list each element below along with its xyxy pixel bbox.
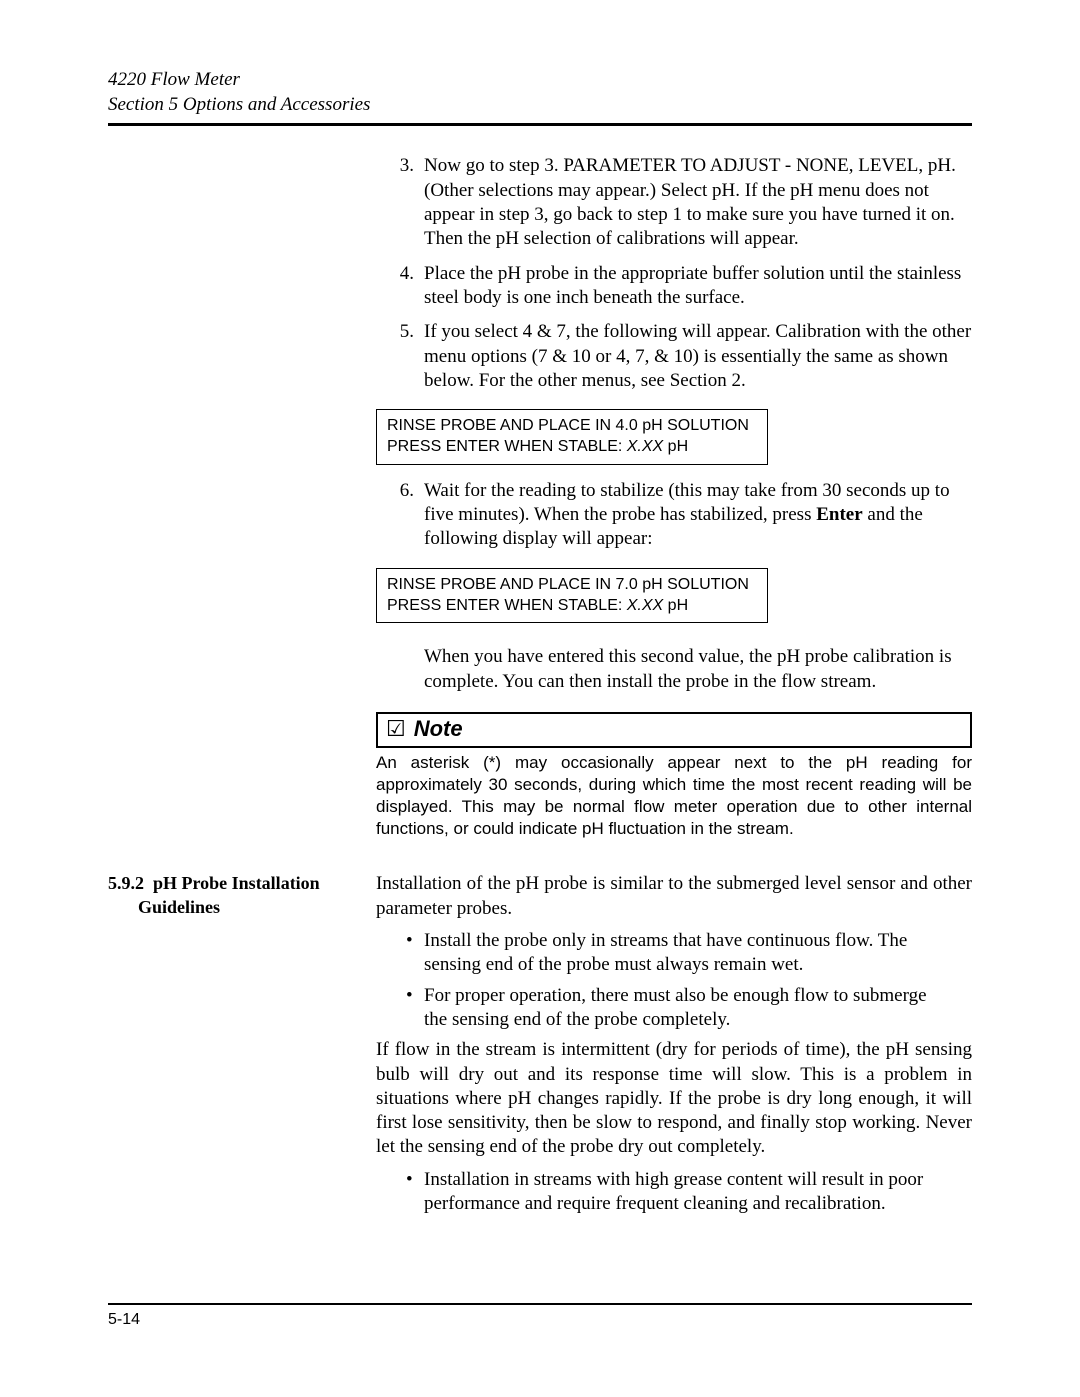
page: 4220 Flow Meter Section 5 Options and Ac… xyxy=(0,0,1080,1397)
step-number: 3. xyxy=(376,154,424,251)
note-block: ☑ Note An asterisk (*) may occasionally … xyxy=(376,712,972,840)
note-header: ☑ Note xyxy=(376,712,972,748)
step-text: If you select 4 & 7, the following will … xyxy=(424,320,972,393)
bullet-text: Installation in streams with high grease… xyxy=(424,1168,972,1217)
note-label: Note xyxy=(414,716,463,742)
section-intro: Installation of the pH probe is similar … xyxy=(376,872,972,921)
display-prefix: PRESS ENTER WHEN STABLE: xyxy=(387,438,627,455)
step-5: 5. If you select 4 & 7, the following wi… xyxy=(376,320,972,393)
section-body: Installation of the pH probe is similar … xyxy=(376,872,972,1222)
section-heading: 5.9.2 pH Probe Installation Guidelines xyxy=(108,872,376,1222)
enter-key-label: Enter xyxy=(816,504,862,525)
display-unit: pH xyxy=(663,597,688,614)
header-section: Section 5 Options and Accessories xyxy=(108,93,972,118)
page-header: 4220 Flow Meter Section 5 Options and Ac… xyxy=(108,68,972,126)
step-4: 4. Place the pH probe in the appropriate… xyxy=(376,262,972,311)
page-footer: 5-14 xyxy=(108,1303,972,1329)
lcd-display-7ph: RINSE PROBE AND PLACE IN 7.0 pH SOLUTION… xyxy=(376,568,768,624)
step-6: 6. Wait for the reading to stabilize (th… xyxy=(376,479,972,552)
lcd-display-4ph: RINSE PROBE AND PLACE IN 4.0 pH SOLUTION… xyxy=(376,409,768,465)
bullet-2: • For proper operation, there must also … xyxy=(376,984,972,1033)
header-product: 4220 Flow Meter xyxy=(108,69,240,90)
steps-column: 3. Now go to step 3. PARAMETER TO ADJUST… xyxy=(376,154,972,840)
page-number: 5-14 xyxy=(108,1311,140,1328)
step-3: 3. Now go to step 3. PARAMETER TO ADJUST… xyxy=(376,154,972,251)
section-5-9-2: 5.9.2 pH Probe Installation Guidelines I… xyxy=(108,872,972,1222)
display-line-2: PRESS ENTER WHEN STABLE: X.XX pH xyxy=(387,437,757,458)
bullet-1: • Install the probe only in streams that… xyxy=(376,929,972,978)
bullet-3: • Installation in streams with high grea… xyxy=(376,1168,972,1217)
bullet-marker: • xyxy=(406,1168,424,1217)
left-margin xyxy=(108,154,376,840)
display-line-1: RINSE PROBE AND PLACE IN 7.0 pH SOLUTION xyxy=(387,575,757,596)
step-text: Place the pH probe in the appropriate bu… xyxy=(424,262,972,311)
bullet-marker: • xyxy=(406,929,424,978)
step-text: Now go to step 3. PARAMETER TO ADJUST - … xyxy=(424,154,972,251)
display-line-2: PRESS ENTER WHEN STABLE: X.XX pH xyxy=(387,596,757,617)
content-row-steps: 3. Now go to step 3. PARAMETER TO ADJUST… xyxy=(108,154,972,840)
display-unit: pH xyxy=(663,438,688,455)
display-prefix: PRESS ENTER WHEN STABLE: xyxy=(387,597,627,614)
step-number: 5. xyxy=(376,320,424,393)
step-number: 4. xyxy=(376,262,424,311)
display-value: X.XX xyxy=(627,438,663,455)
checkbox-icon: ☑ xyxy=(386,718,406,740)
step-number: 6. xyxy=(376,479,424,552)
step-text: Wait for the reading to stabilize (this … xyxy=(424,479,972,552)
section-number: 5.9.2 xyxy=(108,873,144,893)
section-body-paragraph: If flow in the stream is intermittent (d… xyxy=(376,1038,972,1160)
calibration-complete-paragraph: When you have entered this second value,… xyxy=(424,645,972,694)
display-value: X.XX xyxy=(627,597,663,614)
bullet-marker: • xyxy=(406,984,424,1033)
display-line-1: RINSE PROBE AND PLACE IN 4.0 pH SOLUTION xyxy=(387,416,757,437)
note-body: An asterisk (*) may occasionally appear … xyxy=(376,752,972,840)
bullet-text: For proper operation, there must also be… xyxy=(424,984,972,1033)
section-title: pH Probe Installation Guidelines xyxy=(138,873,320,916)
bullet-text: Install the probe only in streams that h… xyxy=(424,929,972,978)
